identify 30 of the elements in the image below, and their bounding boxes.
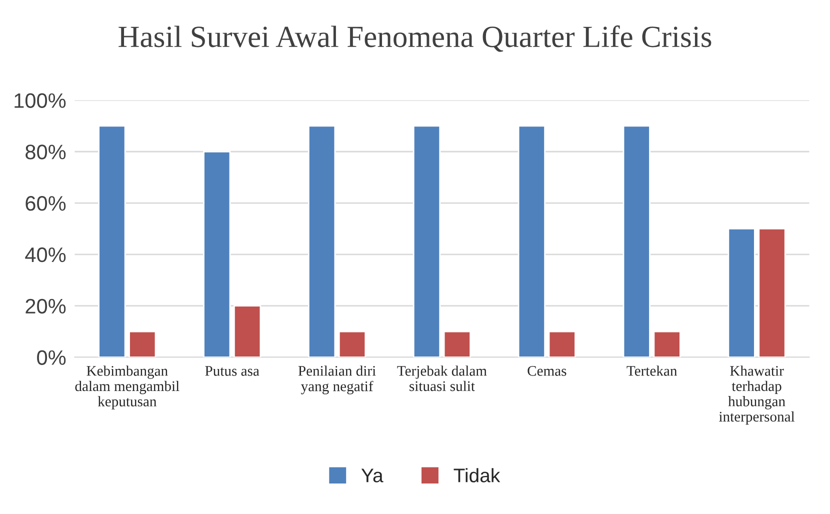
x-tick-label: Kebimbangan dalam mengambil keputusan xyxy=(75,366,180,410)
bar xyxy=(443,330,472,358)
bar xyxy=(412,125,441,358)
y-tick-label: 20% xyxy=(26,298,66,314)
x-tick-label: Penilaian diri yang negatif xyxy=(298,366,376,394)
bar xyxy=(518,125,546,358)
y-tick-label: 40% xyxy=(25,247,66,262)
x-tick-label: Tertekan xyxy=(626,366,678,376)
bar xyxy=(234,305,262,358)
bar xyxy=(548,330,576,358)
y-tick-label: 80% xyxy=(26,144,66,160)
y-tick-label: 60% xyxy=(26,196,66,211)
bar xyxy=(653,330,681,358)
legend-label: Ya xyxy=(361,468,384,482)
bar xyxy=(308,125,336,358)
bar xyxy=(98,125,126,358)
y-tick-label: 100% xyxy=(14,93,66,108)
bar xyxy=(338,330,366,358)
bar xyxy=(128,330,156,358)
bar xyxy=(758,228,786,358)
y-tick-label: 0% xyxy=(37,350,66,365)
chart-title: Hasil Survei Awal Fenomena Quarter Life Crisis xyxy=(118,25,712,52)
x-tick-label: Terjebak dalam situasi sulit xyxy=(397,366,487,392)
bar xyxy=(728,228,756,358)
bar xyxy=(622,125,650,358)
x-tick-label: Cemas xyxy=(528,366,566,376)
legend-label: Tidak xyxy=(454,468,500,482)
bar xyxy=(203,150,231,358)
x-tick-label: Putus asa xyxy=(205,366,260,376)
x-tick-label: Khawatir terhadap hubungan interpersonal xyxy=(719,366,795,425)
